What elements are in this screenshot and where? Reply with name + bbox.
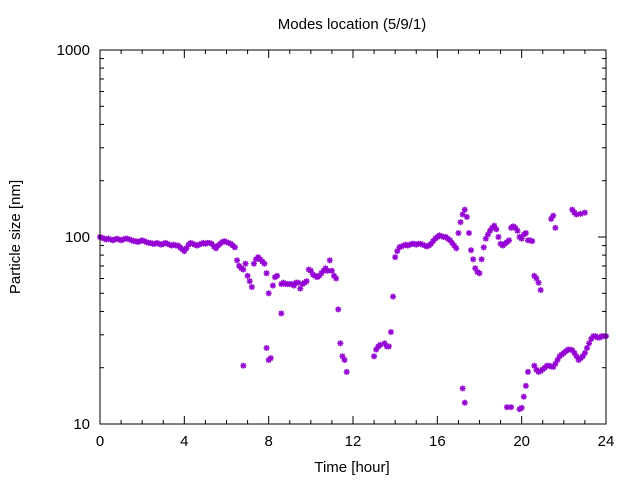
chart-title: Modes location (5/9/1) <box>278 16 426 33</box>
data-point <box>335 306 342 313</box>
x-tick-label: 8 <box>264 433 272 450</box>
data-point <box>343 368 350 375</box>
data-point <box>341 356 348 363</box>
data-point <box>240 266 247 273</box>
x-tick-label: 12 <box>345 433 362 450</box>
y-tick-label: 100 <box>65 229 90 246</box>
data-point <box>550 212 557 219</box>
data-point <box>457 219 464 226</box>
data-point <box>465 230 472 237</box>
data-point <box>267 355 274 362</box>
data-point <box>522 382 529 389</box>
data-point <box>518 235 525 242</box>
data-point <box>242 260 249 267</box>
y-axis-label: Particle size [nm] <box>7 180 24 294</box>
y-tick-label: 10 <box>73 416 90 433</box>
y-tick-label: 1000 <box>57 42 90 59</box>
data-point <box>522 230 529 237</box>
data-point <box>470 256 477 263</box>
data-point <box>581 349 588 356</box>
x-tick-label: 0 <box>96 433 104 450</box>
x-axis-label: Time [hour] <box>314 459 389 476</box>
data-point <box>468 247 475 254</box>
data-point <box>387 329 394 336</box>
data-point <box>240 362 247 369</box>
data-point <box>535 279 542 286</box>
data-point <box>392 254 399 261</box>
data-point <box>552 224 559 231</box>
data-point <box>537 287 544 294</box>
data-point <box>263 344 270 351</box>
data-point <box>476 270 483 277</box>
data-point <box>461 206 468 213</box>
data-point <box>508 404 515 411</box>
data-point <box>518 404 525 411</box>
data-point <box>278 310 285 317</box>
data-point <box>269 282 276 289</box>
plot-frame <box>99 49 607 425</box>
data-point <box>478 256 485 263</box>
x-tick-label: 16 <box>429 433 446 450</box>
data-point <box>248 284 255 291</box>
x-tick-label: 24 <box>598 433 615 450</box>
data-point <box>326 257 333 264</box>
data-point <box>333 275 340 282</box>
data-point <box>524 368 531 375</box>
data-point <box>482 235 489 242</box>
data-point <box>411 240 418 247</box>
x-tick-label: 20 <box>513 433 530 450</box>
data-point <box>337 340 344 347</box>
data-point <box>581 209 588 216</box>
data-point <box>520 393 527 400</box>
data-point <box>453 245 460 252</box>
data-point <box>263 270 270 277</box>
data-point <box>244 272 251 279</box>
data-point <box>261 260 268 267</box>
data-point <box>459 385 466 392</box>
data-point <box>529 238 536 245</box>
data-point <box>234 257 241 264</box>
x-tick-label: 4 <box>180 433 188 450</box>
data-point <box>274 272 281 279</box>
data-point <box>390 293 397 300</box>
data-point <box>577 210 584 217</box>
data-point <box>480 244 487 251</box>
axis-ticks: 0 4 8 12 16 20 24 10 100 1000 <box>57 42 615 450</box>
data-point <box>506 237 513 244</box>
data-point <box>371 353 378 360</box>
data-point <box>461 399 468 406</box>
data-point <box>514 227 521 234</box>
data-points <box>97 206 609 413</box>
data-point <box>584 344 591 351</box>
data-point <box>463 213 470 220</box>
data-point <box>455 230 462 237</box>
data-point <box>231 244 238 251</box>
data-point <box>459 211 466 218</box>
data-point <box>328 267 335 274</box>
data-point <box>493 226 500 233</box>
data-point <box>297 285 304 292</box>
data-point <box>495 234 502 240</box>
data-point <box>246 278 253 285</box>
data-point <box>385 343 392 350</box>
data-point <box>303 278 310 285</box>
data-point <box>265 290 272 297</box>
